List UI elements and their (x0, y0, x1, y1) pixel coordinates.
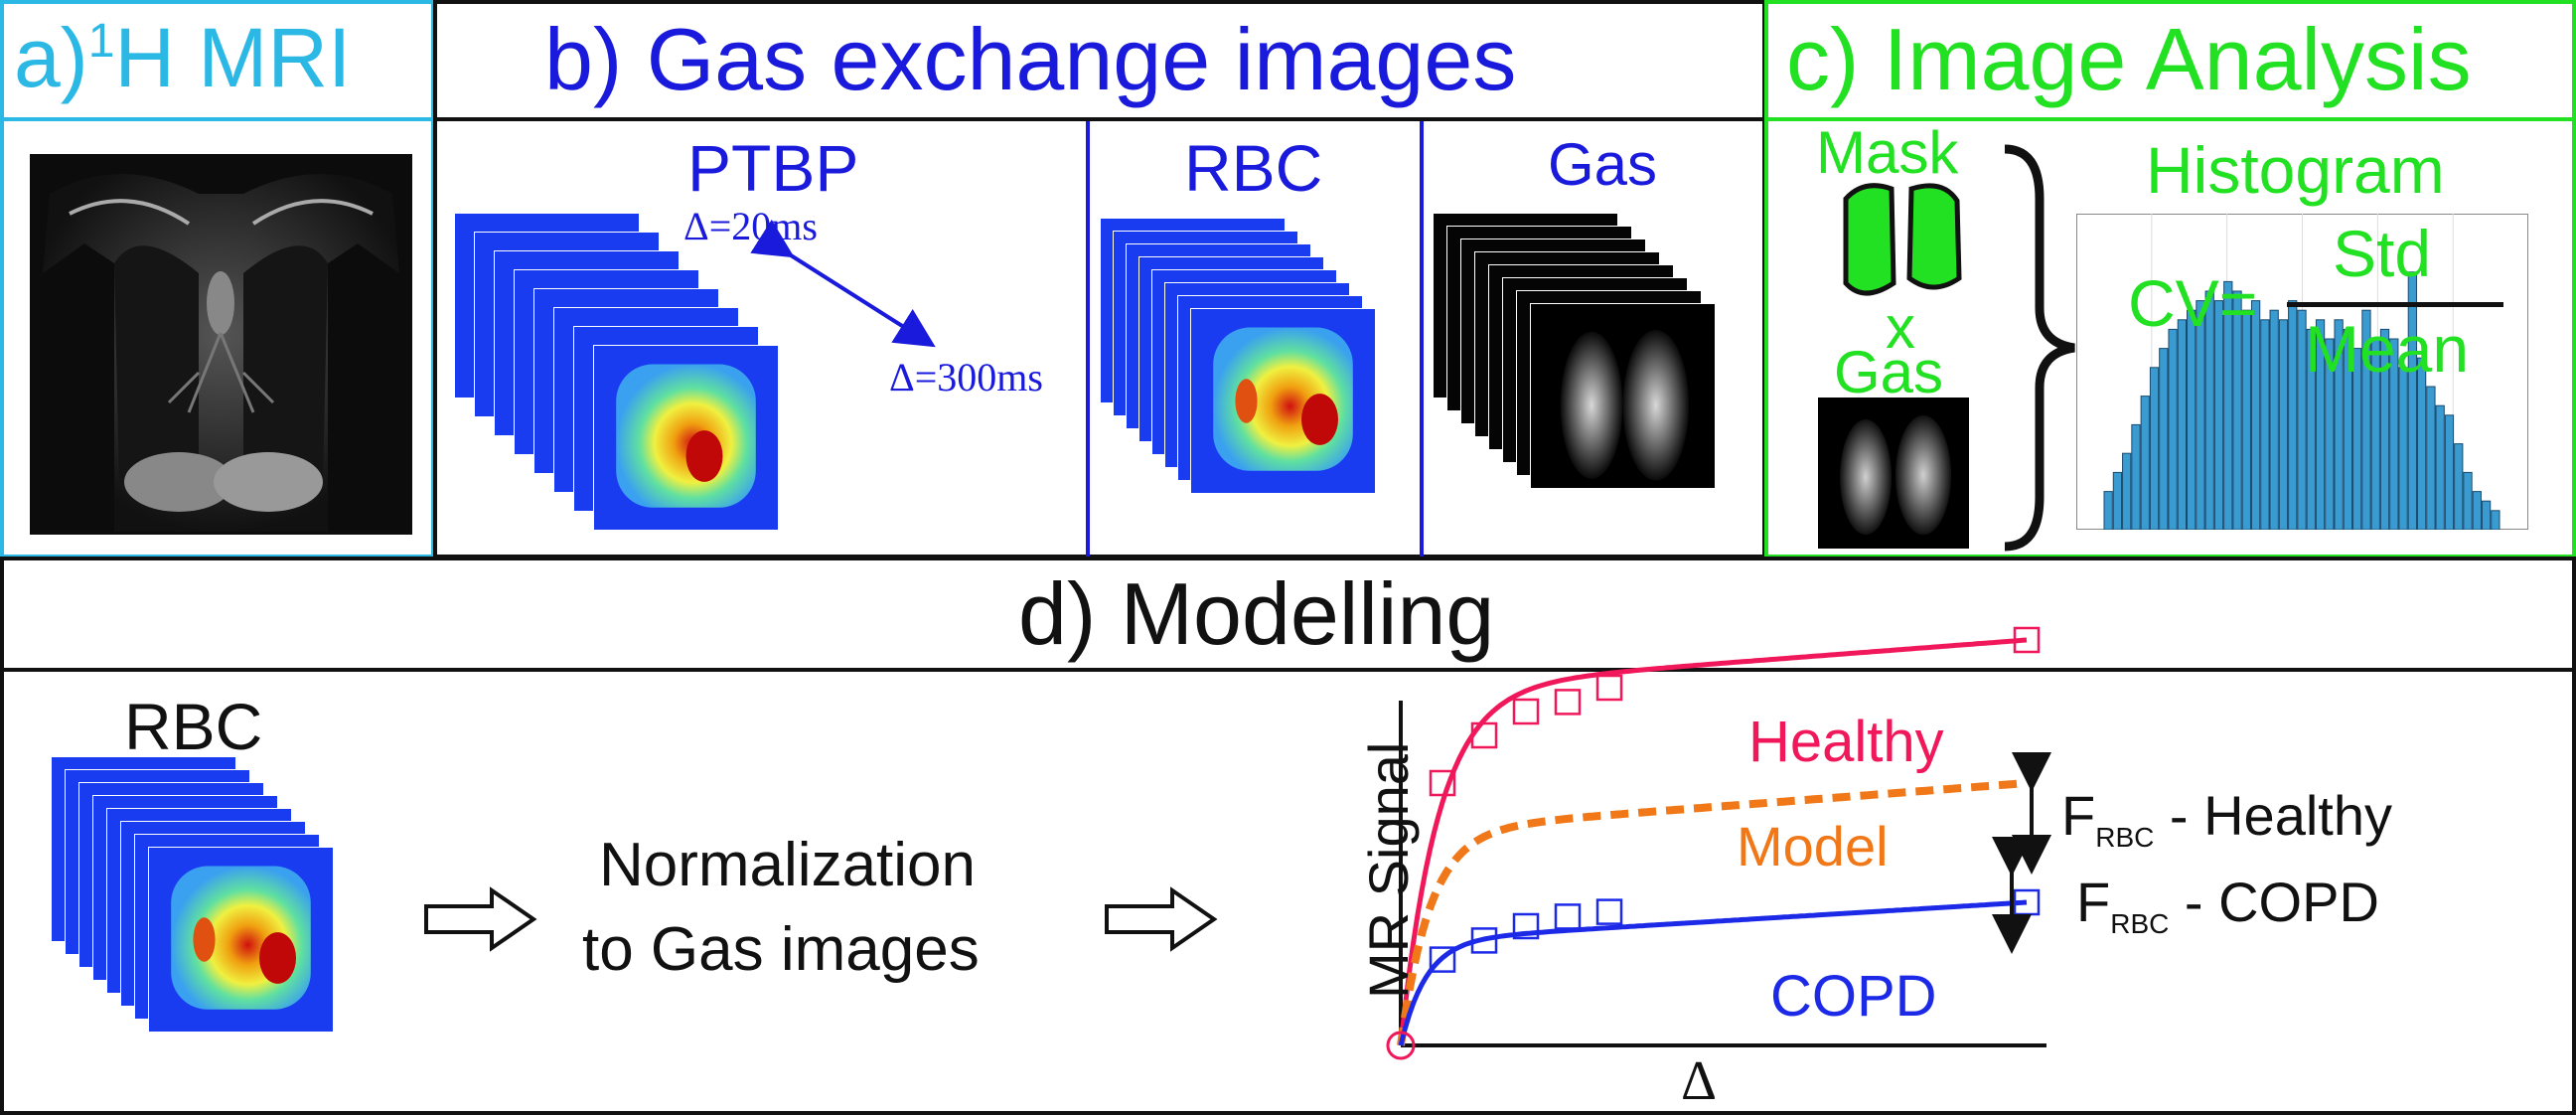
gas-lung-image (1818, 398, 1969, 549)
frbc-copd-main: F (2076, 871, 2111, 933)
y-axis-label: MR Signal (1357, 741, 1420, 999)
panel-d (0, 557, 2576, 1115)
frbc-copd-subscript: RBC (2110, 908, 2170, 940)
stack-frame-image (594, 346, 778, 530)
histogram-bar (2426, 386, 2436, 531)
histogram-bar (2269, 309, 2279, 531)
coronal-mri-image (30, 154, 412, 535)
panel-b-divider-1 (1086, 121, 1090, 558)
frbc-healthy-rest: - Healthy (2154, 784, 2392, 847)
histogram-bar (2454, 443, 2464, 531)
cv-denominator: Mean (2305, 312, 2470, 386)
histogram-bar (2177, 319, 2188, 531)
delta-max-label: Δ=300ms (889, 355, 1043, 399)
histogram-bar (2122, 452, 2132, 531)
stack-frame-image (1191, 309, 1375, 493)
frbc-healthy-label: FRBC - Healthy (2061, 788, 2392, 852)
frbc-healthy-subscript: RBC (2095, 822, 2155, 854)
stack-frame (1531, 304, 1715, 488)
stack-frame (149, 848, 333, 1032)
histogram-bar (2241, 309, 2251, 531)
histogram-bar (2435, 404, 2445, 531)
model-label: Model (1737, 815, 1889, 877)
histogram-bar (2159, 348, 2169, 531)
lung-mask-icon (1843, 183, 1962, 296)
brace-icon (2004, 144, 2075, 552)
panel-c-title: c) Image Analysis (1786, 10, 2472, 108)
stack-frame-image (1531, 304, 1715, 488)
ptbp-label: PTBP (687, 131, 859, 205)
histogram-bar (2149, 367, 2160, 531)
panel-b-title-divider (433, 117, 1766, 121)
panel-b-divider-2 (1420, 121, 1424, 558)
frbc-copd-label: FRBC - COPD (2076, 875, 2379, 938)
stack-frame (594, 346, 778, 530)
stack-frame (1191, 309, 1375, 493)
histogram-bar (2288, 300, 2298, 531)
normalization-line-2: to Gas images (582, 915, 980, 984)
histogram-bar (2444, 414, 2455, 531)
histogram-bar (2103, 491, 2113, 531)
panel-a-title-superscript: 1 (87, 15, 115, 68)
panel-d-title: d) Modelling (1018, 564, 1495, 663)
histogram-bar (2472, 491, 2482, 531)
delta-min-label: Δ=20ms (683, 204, 818, 248)
stack-frame-image (149, 848, 333, 1032)
histogram-bar (2407, 271, 2417, 531)
cv-label: CV= (2128, 266, 2258, 340)
panel-a-title: a)1H MRI (14, 16, 351, 99)
panel-b-gas-label: Gas (1548, 131, 1658, 198)
mask-label: Mask (1816, 119, 1959, 186)
panel-b-title: b) Gas exchange images (544, 10, 1517, 108)
right-arrow-icon (424, 886, 537, 952)
right-arrow-icon-2 (1105, 886, 1218, 952)
healthy-label: Healthy (1748, 710, 1944, 774)
histogram-bar (2168, 328, 2178, 531)
panel-c-title-divider (1764, 117, 2576, 121)
histogram-bar (2112, 471, 2123, 531)
histogram-bar (2140, 396, 2150, 531)
histogram-bar (2491, 510, 2500, 531)
frbc-copd-rest: - COPD (2169, 871, 2379, 933)
frbc-healthy-main: F (2061, 784, 2096, 847)
panel-a-title-rest: H MRI (114, 11, 352, 104)
cv-numerator: Std (2333, 217, 2432, 290)
multiply-symbol: x (1886, 294, 1915, 361)
x-axis-label: Δ (1681, 1050, 1718, 1112)
cv-fraction-bar (2287, 302, 2503, 307)
panel-a-title-divider (0, 117, 435, 121)
histogram-bar (2131, 423, 2141, 531)
mri-illustration (30, 154, 412, 535)
panel-d-rbc-label: RBC (124, 690, 263, 763)
histogram-plot (2075, 213, 2529, 531)
histogram-bar (2278, 319, 2289, 531)
histogram-bar (2260, 319, 2270, 531)
histogram-bar (2398, 367, 2408, 531)
histogram (2075, 213, 2529, 531)
histogram-bar (2481, 500, 2492, 531)
histogram-bar (2463, 471, 2473, 531)
panel-c-gas-label: Gas (1834, 339, 1944, 405)
normalization-line-1: Normalization (599, 831, 977, 899)
panel-d-title-divider (0, 668, 2576, 672)
histogram-bar (2187, 309, 2197, 531)
panel-a-title-prefix: a) (14, 11, 88, 104)
histogram-label: Histogram (2146, 133, 2445, 207)
copd-label: COPD (1770, 964, 1937, 1029)
panel-b-rbc-label: RBC (1184, 131, 1323, 205)
